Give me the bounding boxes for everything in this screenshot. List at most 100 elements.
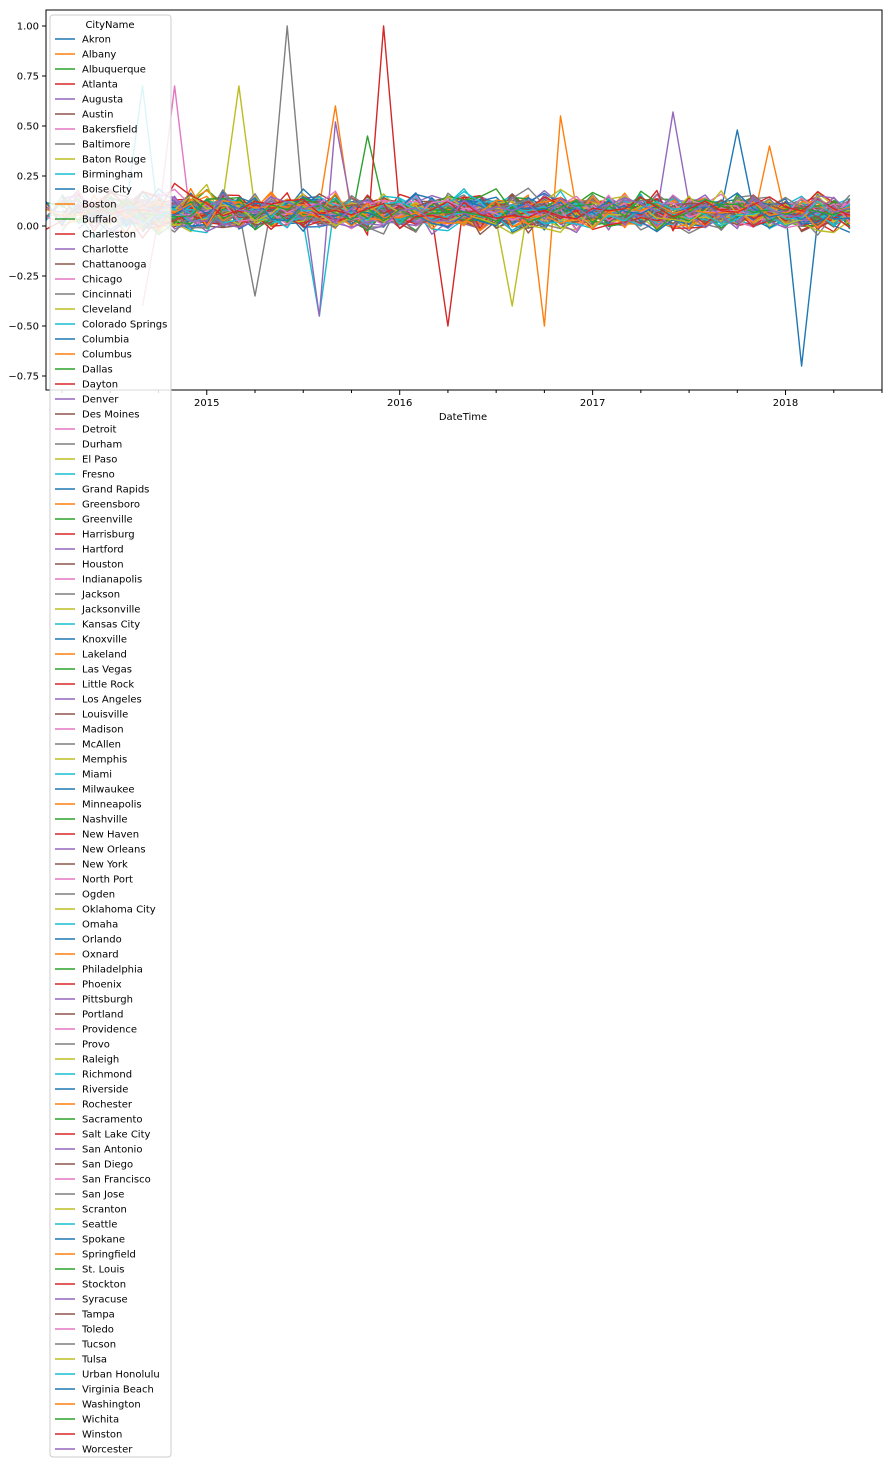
legend-label: Washington — [82, 1400, 141, 1411]
y-tick-label: 0.25 — [17, 172, 39, 183]
legend-label: Seattle — [82, 1220, 117, 1231]
legend-label: Tulsa — [81, 1355, 107, 1366]
legend-label: Stockton — [82, 1280, 126, 1291]
series-line — [141, 192, 850, 233]
y-tick-label: 0.00 — [17, 222, 39, 233]
legend-label: Sacramento — [82, 1115, 142, 1126]
legend-label: Salt Lake City — [82, 1130, 151, 1141]
legend-label: Winston — [82, 1430, 122, 1441]
legend-label: Minneapolis — [82, 800, 142, 811]
legend-label: Kansas City — [82, 620, 140, 631]
legend-label: Louisville — [82, 710, 128, 721]
legend-label: Scranton — [82, 1205, 127, 1216]
legend-label: Jacksonville — [81, 605, 140, 616]
legend-label: Durham — [82, 440, 122, 451]
legend-label: Hartford — [82, 545, 124, 556]
x-axis-label: DateTime — [439, 412, 487, 423]
legend-label: Riverside — [82, 1085, 128, 1096]
legend-label: Houston — [82, 560, 124, 571]
legend-label: Springfield — [82, 1250, 136, 1261]
legend-label: Albany — [82, 50, 116, 61]
legend-label: Pittsburgh — [82, 995, 133, 1006]
legend-label: Phoenix — [82, 980, 122, 991]
legend-label: Harrisburg — [82, 530, 135, 541]
legend-frame — [49, 14, 172, 1458]
series-line — [78, 182, 851, 230]
legend-label: Austin — [82, 110, 113, 121]
legend-label: Raleigh — [82, 1055, 119, 1066]
legend-label: Providence — [82, 1025, 137, 1036]
legend-label: Portland — [82, 1010, 123, 1021]
legend-label: Milwaukee — [82, 785, 135, 796]
x-tick-label: 2017 — [580, 398, 605, 409]
legend-label: Wichita — [82, 1415, 119, 1426]
series-line — [93, 25, 851, 327]
legend-label: Miami — [82, 770, 112, 781]
legend-label: Des Moines — [82, 410, 139, 421]
y-tick-label: 1.00 — [17, 22, 39, 33]
legend-label: Chicago — [82, 275, 122, 286]
legend-label: Atlanta — [82, 80, 118, 91]
legend-items: Akron Albany Albuquerque Atlanta Augusta Aust… — [55, 35, 167, 1456]
legend-label: Virginia Beach — [82, 1385, 154, 1396]
legend-label: Cleveland — [82, 305, 132, 316]
legend-label: Colorado Springs — [82, 320, 167, 331]
legend-label: Worcester — [82, 1445, 133, 1456]
legend-label: Orlando — [82, 935, 122, 946]
legend-label: Los Angeles — [82, 695, 142, 706]
legend-label: New York — [82, 860, 128, 871]
legend-label: Spokane — [82, 1235, 125, 1246]
legend-label: Baltimore — [82, 140, 130, 151]
legend-label: Charlotte — [82, 245, 128, 256]
legend-label: New Haven — [82, 830, 139, 841]
legend-label: Augusta — [82, 95, 123, 106]
legend-label: Las Vegas — [82, 665, 132, 676]
legend-label: Albuquerque — [82, 65, 146, 76]
legend-label: North Port — [82, 875, 133, 886]
legend-label: Cincinnati — [82, 290, 132, 301]
legend-label: Grand Rapids — [82, 485, 149, 496]
x-tick-label: 2018 — [773, 398, 798, 409]
legend-label: Ogden — [82, 890, 115, 901]
y-tick-label: 0.50 — [17, 122, 39, 133]
legend-label: Boise City — [82, 185, 132, 196]
legend-label: Buffalo — [82, 215, 117, 226]
legend-label: Knoxville — [82, 635, 127, 646]
legend-label: Boston — [82, 200, 117, 211]
series-line — [93, 193, 850, 230]
legend-label: Jackson — [81, 590, 120, 601]
legend-label: McAllen — [82, 740, 121, 751]
legend-label: Richmond — [82, 1070, 132, 1081]
x-axis: 2015 2016 2017 2018 — [61, 390, 883, 409]
legend-label: Madison — [82, 725, 124, 736]
legend-label: Akron — [82, 35, 111, 46]
legend-label: Indianapolis — [82, 575, 142, 586]
legend-label: Oklahoma City — [82, 905, 156, 916]
legend-label: San Diego — [82, 1160, 133, 1171]
legend-label: Dallas — [82, 365, 113, 376]
series-line — [109, 190, 850, 235]
legend-label: Greenville — [82, 515, 133, 526]
y-tick-label: −0.50 — [8, 322, 39, 333]
legend-label: Memphis — [82, 755, 127, 766]
x-tick-label: 2016 — [387, 398, 412, 409]
legend-label: Chattanooga — [82, 260, 146, 271]
legend-label: New Orleans — [82, 845, 146, 856]
legend-label: Omaha — [82, 920, 118, 931]
legend-label: Birmingham — [82, 170, 143, 181]
legend-label: Little Rock — [82, 680, 134, 691]
legend-label: Tucson — [81, 1340, 116, 1351]
legend-label: Fresno — [82, 470, 115, 481]
y-tick-label: 0.75 — [17, 72, 39, 83]
legend-label: Dayton — [82, 380, 118, 391]
legend-label: Provo — [82, 1040, 110, 1051]
legend-label: Baton Rouge — [82, 155, 146, 166]
legend-label: San Jose — [82, 1190, 124, 1201]
legend-label: Columbia — [82, 335, 129, 346]
series-line — [61, 193, 851, 225]
y-tick-label: −0.25 — [8, 272, 39, 283]
legend-label: Lakeland — [82, 650, 127, 661]
legend-label: St. Louis — [82, 1265, 124, 1276]
series-lines — [46, 25, 851, 367]
